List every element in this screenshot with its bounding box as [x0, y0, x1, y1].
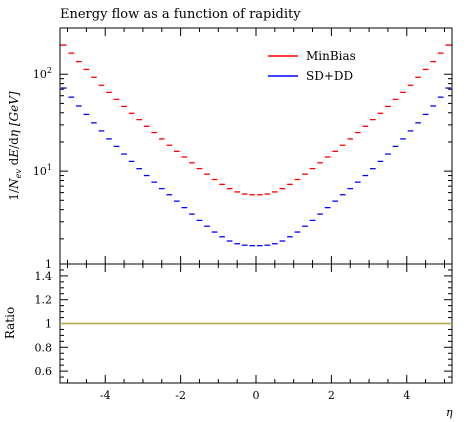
xtick-label: -2: [175, 389, 186, 402]
ratio-ytick-label: 1: [45, 318, 52, 331]
legend-label-minbias: MinBias: [306, 49, 356, 63]
main-ytick-label: 102: [33, 66, 52, 81]
xtick-label: 0: [253, 389, 260, 402]
x-axis-label: η: [446, 406, 453, 419]
xtick-label: -4: [100, 389, 111, 402]
ratio-ylabel: Ratio: [3, 307, 17, 339]
svg-text:1/Nev dE/dη [GeV]: 1/Nev dE/dη [GeV]: [7, 91, 23, 201]
svg-text:Ratio: Ratio: [3, 307, 17, 339]
ratio-top-label: 1: [45, 258, 52, 271]
xtick-label: 4: [403, 389, 410, 402]
ratio-ytick-label: 1.2: [35, 294, 53, 307]
main-ylabel: 1/Nev dE/dη [GeV]: [7, 91, 23, 201]
xtick-label: 2: [328, 389, 335, 402]
ratio-axis-ticks: 0.6 0.8 1 1.2 1.4 -4 -2 0 2 4: [35, 263, 452, 402]
ratio-ytick-label: 0.6: [35, 365, 53, 378]
legend-label-sddd: SD+DD: [306, 69, 353, 83]
main-ytick-label: 101: [33, 163, 52, 178]
ratio-ytick-label: 1.4: [35, 270, 53, 283]
ratio-ytick-label: 0.8: [35, 341, 53, 354]
legend: MinBias SD+DD: [268, 49, 356, 83]
main-axis-ticks: 101 102: [33, 27, 452, 264]
main-series-layer: [60, 44, 452, 247]
chart-title: Energy flow as a function of rapidity: [60, 7, 301, 22]
